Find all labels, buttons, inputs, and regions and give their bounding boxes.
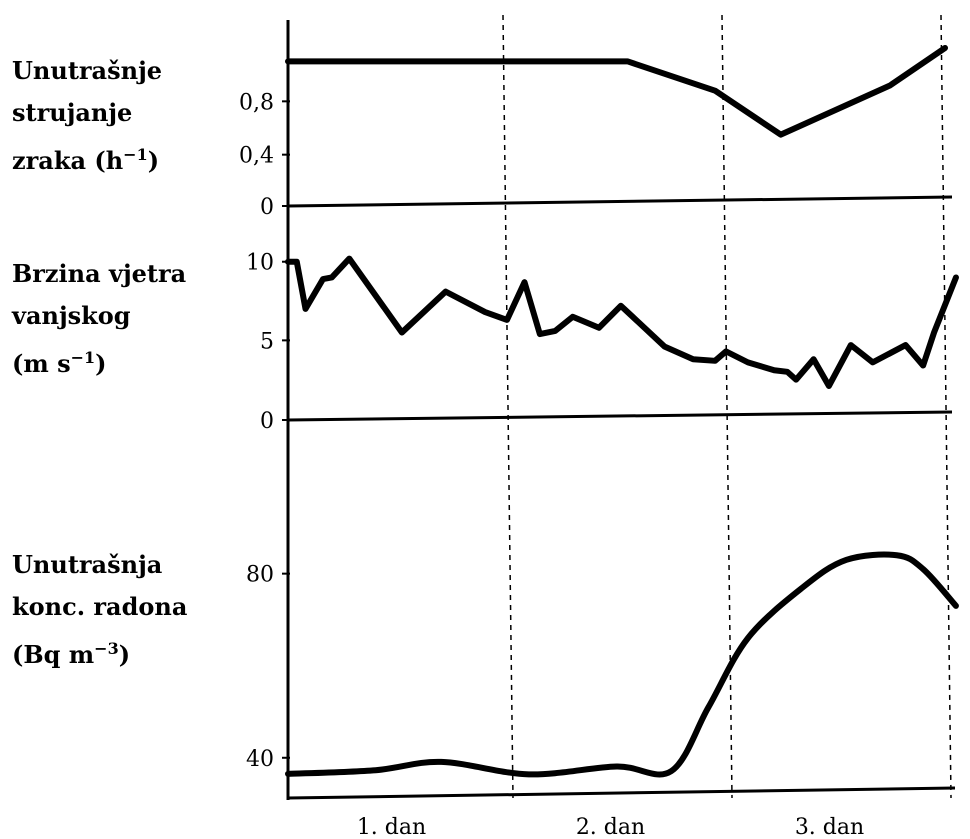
panel-label-air-exchange: Unutrašnje strujanje zraka (h−1) [12,50,162,182]
y-tick-label: 0,4 [239,144,274,169]
series-lines [285,45,959,778]
y-tick-label: 5 [260,329,274,354]
label-line-2: vanjskog [12,301,131,330]
y-ticks: 0,8 0,4 0 10 5 0 80 40 [239,90,290,772]
x-tick-label: 3. dan [795,815,864,839]
y-tick-label: 0,8 [239,90,274,115]
x-axis [287,786,956,800]
y-tick-label: 0 [260,409,274,434]
day-divider [940,14,952,799]
panel-baseline [287,195,953,208]
y-tick-label: 40 [246,747,274,772]
label-line-1: Unutrašnja [12,550,163,579]
label-line-3: (m s−1) [12,348,107,378]
label-line-3: zraka (h−1) [12,145,160,175]
axes [286,20,956,800]
day-divider-lines [502,14,952,799]
label-line-2: konc. radona [12,592,188,621]
y-tick-label: 80 [246,563,274,588]
y-tick-label: 0 [260,195,274,220]
series-line-1 [285,255,959,389]
series-line-0 [285,45,948,138]
series-line-2 [285,551,959,778]
panel-label-radon: Unutrašnja konc. radona (Bq m−3) [12,544,187,676]
x-tick-labels: 1. dan 2. dan 3. dan [357,815,864,839]
x-tick-label: 1. dan [357,815,426,839]
day-divider [502,14,514,799]
label-line-1: Unutrašnje [12,56,163,85]
panel-label-wind-speed: Brzina vjetra vanjskog (m s−1) [12,253,186,385]
label-line-2: strujanje [12,98,133,127]
x-tick-label: 2. dan [576,815,645,839]
y-tick-label: 10 [246,251,274,276]
label-line-3: (Bq m−3) [12,639,131,669]
panel-baseline [287,410,953,422]
label-line-1: Brzina vjetra [12,259,187,288]
